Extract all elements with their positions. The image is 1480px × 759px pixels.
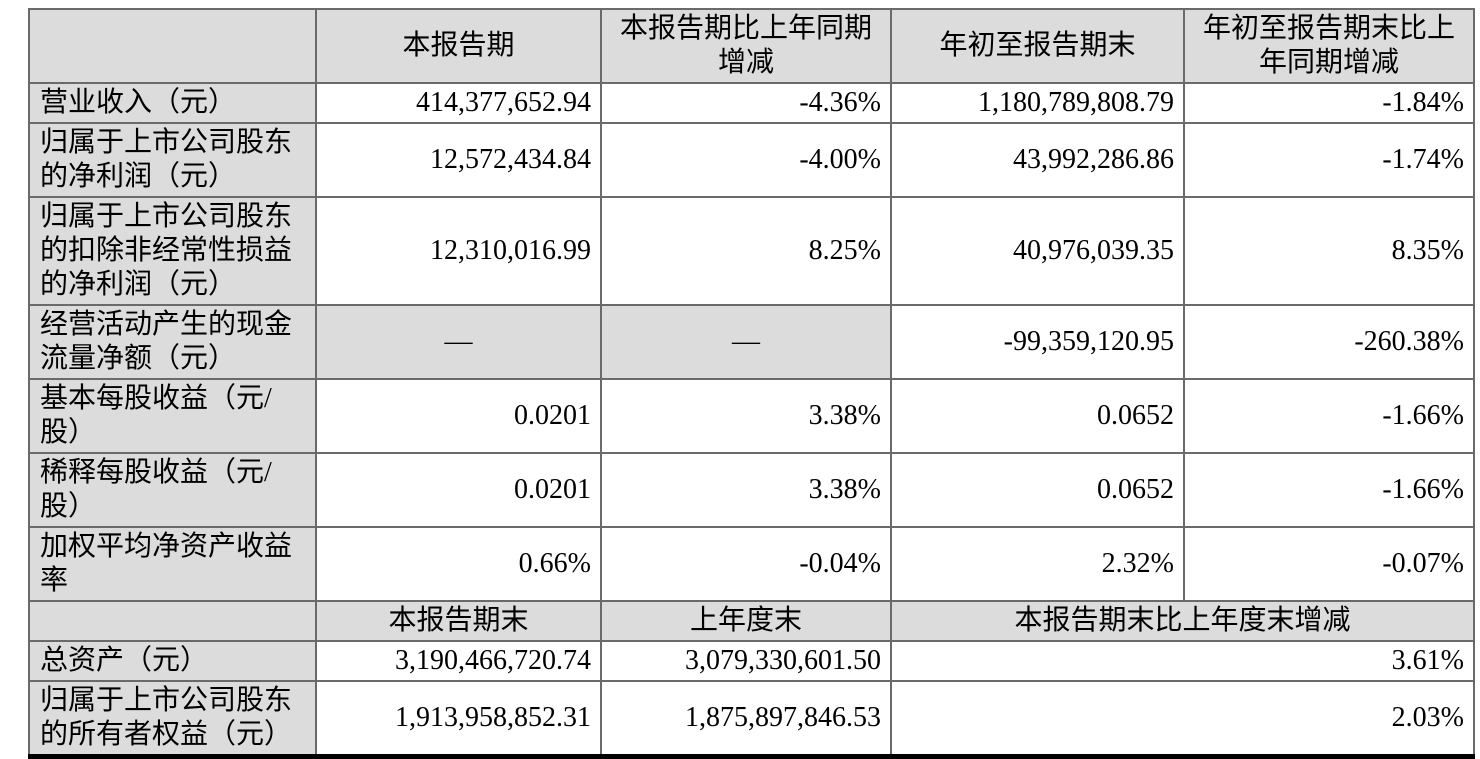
cell-yoy-change: -4.00% <box>600 122 892 198</box>
table-header-row: 本报告期 本报告期比上年同期增减 年初至报告期末 年初至报告期末比上年同期增减 <box>28 8 1475 84</box>
col-header-current-period: 本报告期 <box>315 8 602 84</box>
cell-yoy-change: 8.25% <box>600 196 892 306</box>
table-row: 加权平均净资产收益率 0.66% -0.04% 2.32% -0.07% <box>28 526 1475 602</box>
row-label: 归属于上市公司股东的净利润（元） <box>28 122 317 198</box>
cell-ytd: 43,992,286.86 <box>890 122 1185 198</box>
cell-current-period: 12,310,016.99 <box>315 196 602 306</box>
cell-ytd-yoy-change: -0.07% <box>1183 526 1475 602</box>
cell-current-period: 0.0201 <box>315 378 602 454</box>
cell-current-period: 414,377,652.94 <box>315 82 602 124</box>
col-header-change-vs-prior-year-end: 本报告期末比上年度末增减 <box>890 600 1475 642</box>
cell-ytd-yoy-change: 8.35% <box>1183 196 1475 306</box>
table-row: 归属于上市公司股东的净利润（元） 12,572,434.84 -4.00% 43… <box>28 122 1475 198</box>
col-header-prior-year-end: 上年度末 <box>600 600 892 642</box>
cell-ytd-yoy-change: -1.84% <box>1183 82 1475 124</box>
table-row: 归属于上市公司股东的所有者权益（元） 1,913,958,852.31 1,87… <box>28 680 1475 759</box>
cell-current-period: 0.66% <box>315 526 602 602</box>
cell-yoy-change: 3.38% <box>600 378 892 454</box>
cell-prior-year-end: 3,079,330,601.50 <box>600 640 892 682</box>
col-header-ytd-yoy-change: 年初至报告期末比上年同期增减 <box>1183 8 1475 84</box>
cell-current-period-na: — <box>315 304 602 380</box>
cell-current-period: 12,572,434.84 <box>315 122 602 198</box>
row-label: 归属于上市公司股东的所有者权益（元） <box>28 680 317 759</box>
corner-cell <box>28 600 317 642</box>
row-label: 基本每股收益（元/股） <box>28 378 317 454</box>
cell-yoy-change: -4.36% <box>600 82 892 124</box>
row-label: 经营活动产生的现金流量净额（元） <box>28 304 317 380</box>
table-row: 归属于上市公司股东的扣除非经常性损益的净利润（元） 12,310,016.99 … <box>28 196 1475 306</box>
cell-period-end: 3,190,466,720.74 <box>315 640 602 682</box>
table-row: 营业收入（元） 414,377,652.94 -4.36% 1,180,789,… <box>28 82 1475 124</box>
row-label: 总资产（元） <box>28 640 317 682</box>
cell-ytd-yoy-change: -1.74% <box>1183 122 1475 198</box>
cell-ytd: 0.0652 <box>890 378 1185 454</box>
col-header-period-end: 本报告期末 <box>315 600 602 642</box>
cell-ytd: 1,180,789,808.79 <box>890 82 1185 124</box>
cell-yoy-change: 3.38% <box>600 452 892 528</box>
cell-change: 2.03% <box>890 680 1475 759</box>
cell-ytd-yoy-change: -1.66% <box>1183 378 1475 454</box>
cell-yoy-change-na: — <box>600 304 892 380</box>
cell-ytd: 40,976,039.35 <box>890 196 1185 306</box>
corner-cell <box>28 8 317 84</box>
table-row: 总资产（元） 3,190,466,720.74 3,079,330,601.50… <box>28 640 1475 682</box>
row-label: 稀释每股收益（元/股） <box>28 452 317 528</box>
financial-summary-table: 本报告期 本报告期比上年同期增减 年初至报告期末 年初至报告期末比上年同期增减 … <box>28 8 1475 759</box>
cell-ytd: 2.32% <box>890 526 1185 602</box>
cell-period-end: 1,913,958,852.31 <box>315 680 602 759</box>
row-label: 营业收入（元） <box>28 82 317 124</box>
cell-ytd: 0.0652 <box>890 452 1185 528</box>
cell-yoy-change: -0.04% <box>600 526 892 602</box>
row-label: 归属于上市公司股东的扣除非经常性损益的净利润（元） <box>28 196 317 306</box>
cell-change: 3.61% <box>890 640 1475 682</box>
table-row: 稀释每股收益（元/股） 0.0201 3.38% 0.0652 -1.66% <box>28 452 1475 528</box>
table-row: 经营活动产生的现金流量净额（元） — — -99,359,120.95 -260… <box>28 304 1475 380</box>
cell-ytd-yoy-change: -1.66% <box>1183 452 1475 528</box>
cell-ytd-yoy-change: -260.38% <box>1183 304 1475 380</box>
table-row: 基本每股收益（元/股） 0.0201 3.38% 0.0652 -1.66% <box>28 378 1475 454</box>
row-label: 加权平均净资产收益率 <box>28 526 317 602</box>
cell-current-period: 0.0201 <box>315 452 602 528</box>
table-subheader-row: 本报告期末 上年度末 本报告期末比上年度末增减 <box>28 600 1475 642</box>
col-header-ytd: 年初至报告期末 <box>890 8 1185 84</box>
col-header-yoy-change: 本报告期比上年同期增减 <box>600 8 892 84</box>
cell-ytd: -99,359,120.95 <box>890 304 1185 380</box>
cell-prior-year-end: 1,875,897,846.53 <box>600 680 892 759</box>
